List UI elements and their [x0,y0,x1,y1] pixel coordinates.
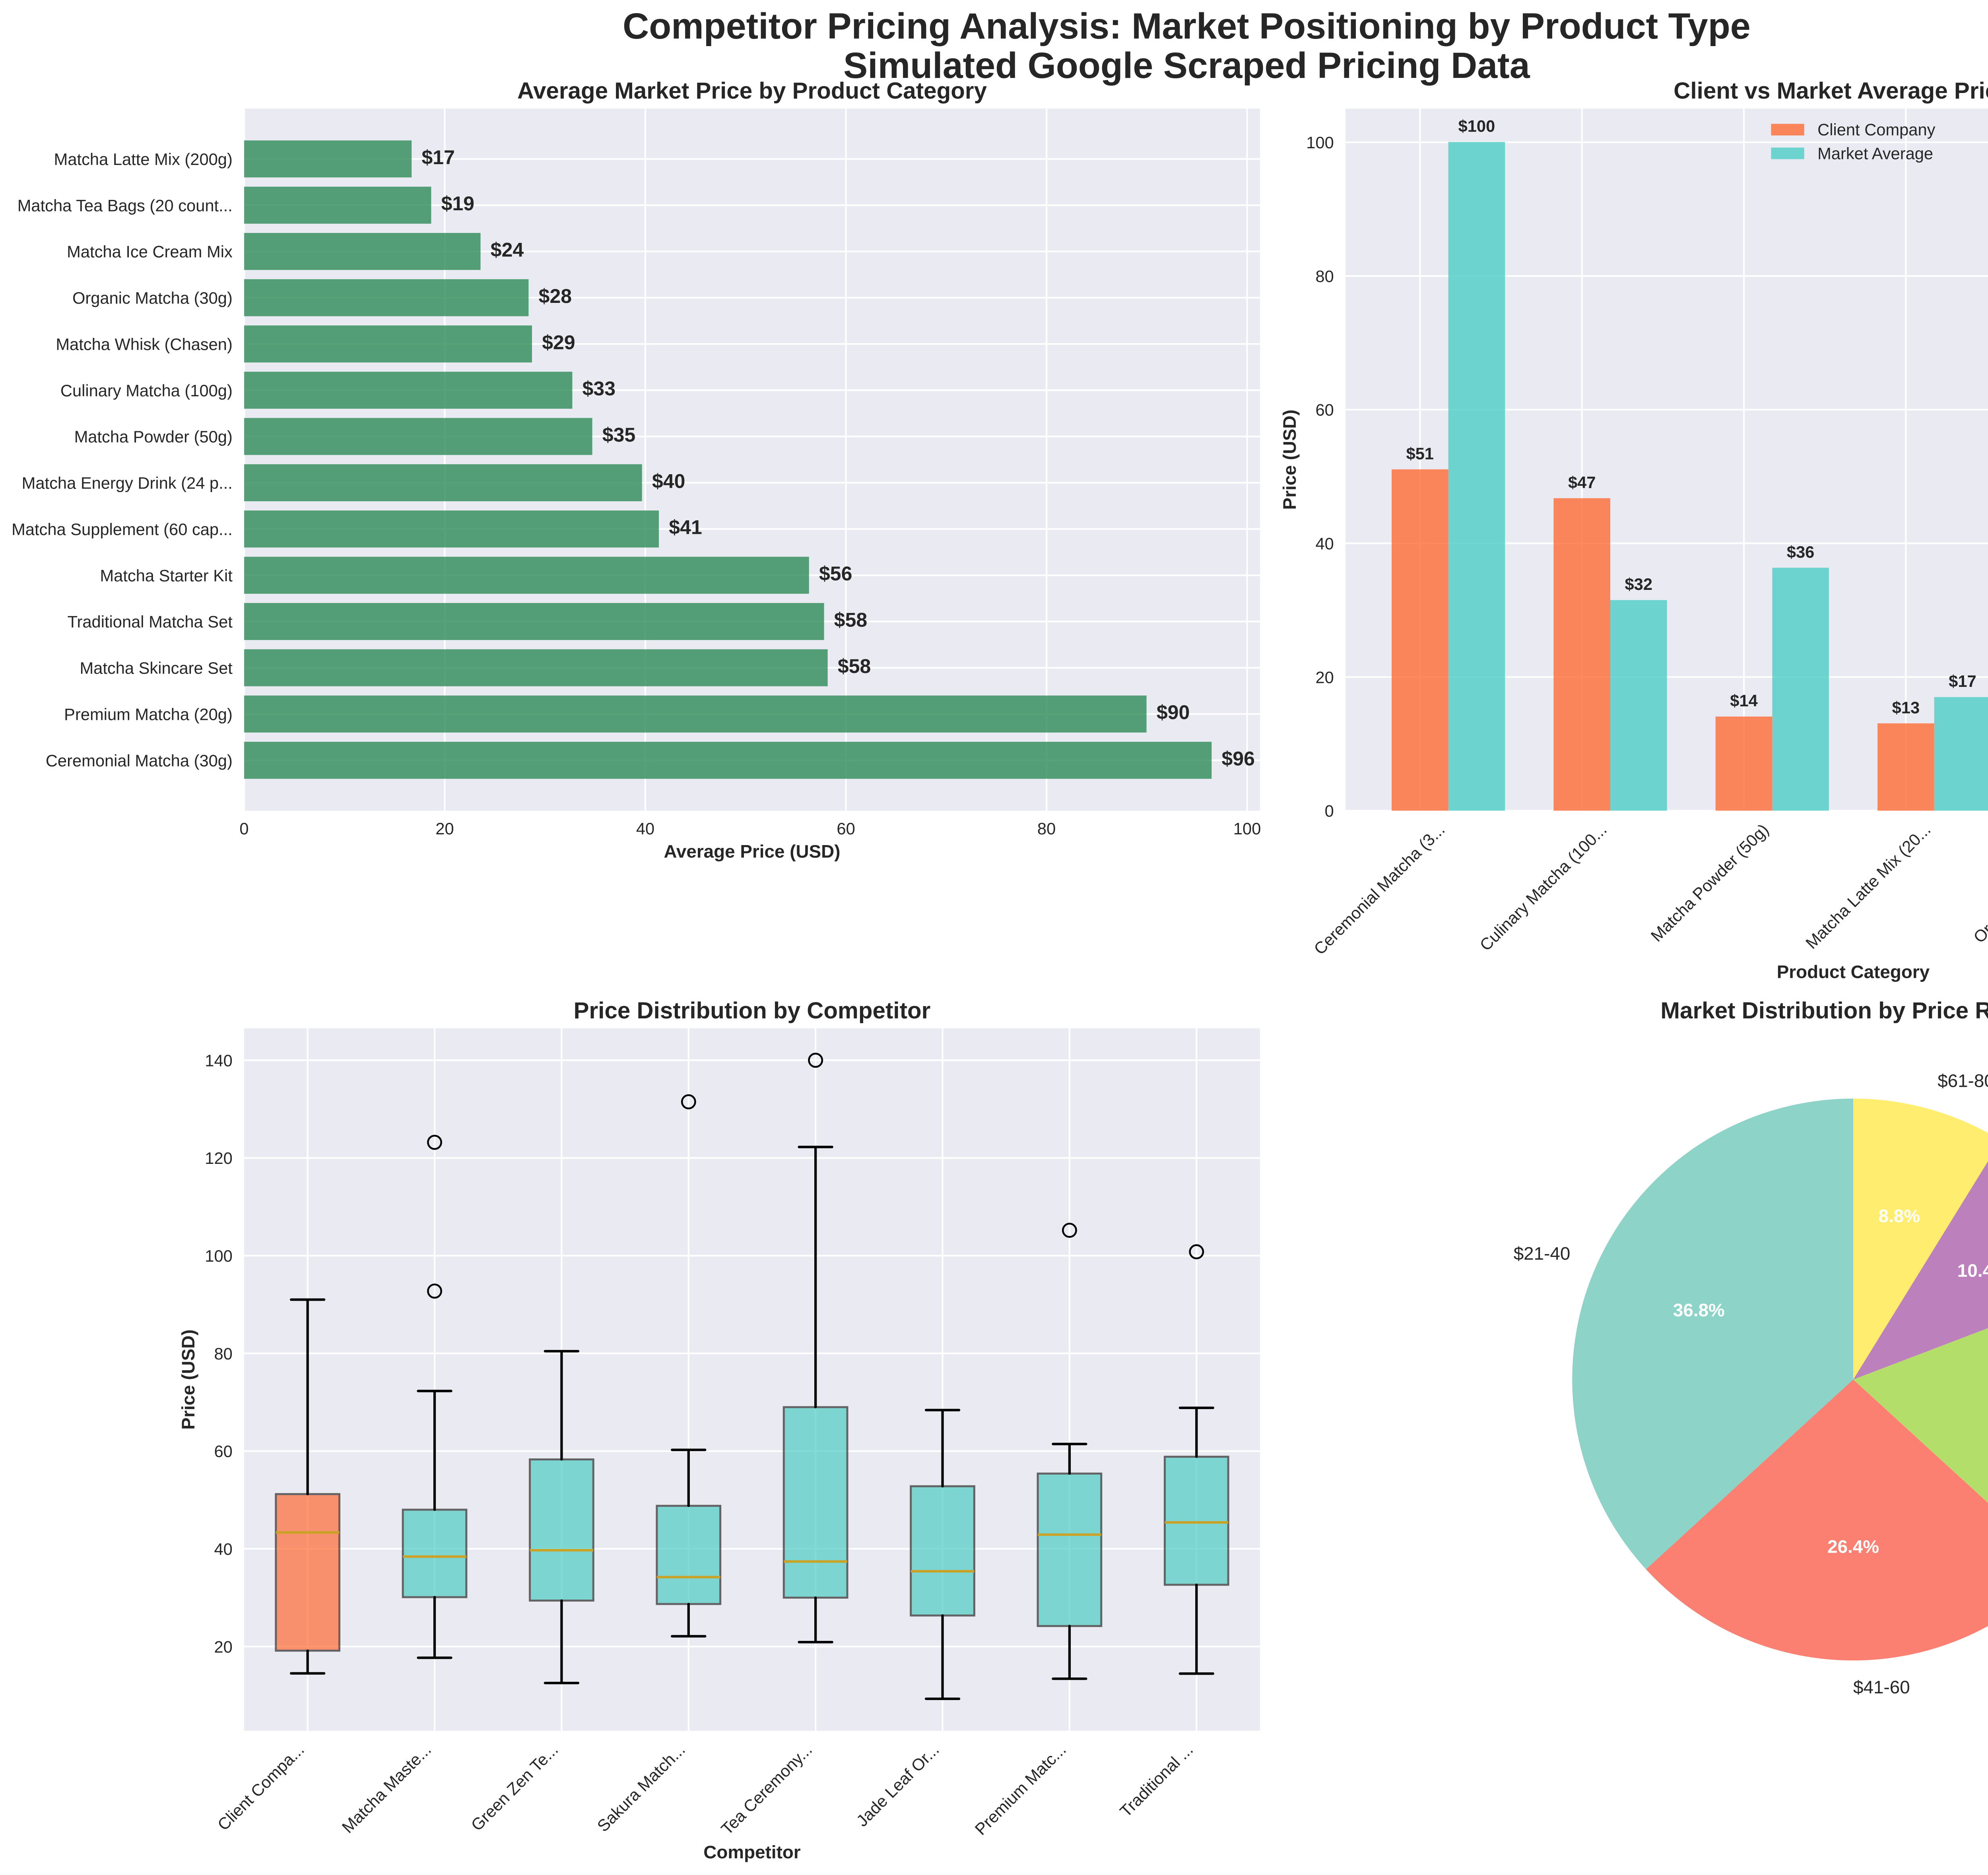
svg-text:Product Category: Product Category [1777,962,1930,982]
svg-text:100: 100 [1306,133,1334,152]
svg-text:$58: $58 [834,609,867,631]
svg-text:$96: $96 [1222,748,1255,770]
svg-text:100: 100 [1233,819,1261,838]
svg-text:$19: $19 [441,192,474,215]
svg-text:36.8%: 36.8% [1673,1300,1725,1320]
svg-text:$28: $28 [539,285,572,307]
svg-text:Matcha Latte Mix (200g): Matcha Latte Mix (200g) [54,150,233,169]
svg-text:Ceremonial Matcha (30g): Ceremonial Matcha (30g) [46,751,233,770]
svg-text:20: 20 [435,819,454,838]
svg-text:$90: $90 [1157,701,1190,723]
svg-text:Matcha Whisk (Chasen): Matcha Whisk (Chasen) [56,335,232,353]
svg-text:Average Market Price by Produc: Average Market Price by Product Category [517,78,987,104]
svg-text:Price (USD): Price (USD) [178,1329,198,1429]
svg-text:$58: $58 [838,655,871,677]
svg-text:20: 20 [1315,668,1334,686]
svg-text:Market Distribution by Price R: Market Distribution by Price Range [1660,998,1988,1024]
svg-text:$29: $29 [542,331,575,353]
svg-text:Matcha Energy Drink (24 p...: Matcha Energy Drink (24 p... [22,474,233,493]
svg-text:$61-80: $61-80 [1938,1070,1988,1091]
svg-text:$33: $33 [582,378,615,400]
svg-text:$21-40: $21-40 [1514,1243,1571,1264]
svg-text:Culinary Matcha (100g): Culinary Matcha (100g) [60,381,233,400]
svg-text:$47: $47 [1568,473,1596,492]
svg-text:Traditional Matcha Set: Traditional Matcha Set [68,613,233,631]
svg-text:$24: $24 [491,239,524,261]
svg-text:Matcha Ice Cream Mix: Matcha Ice Cream Mix [67,242,233,261]
svg-text:$41-60: $41-60 [1853,1677,1910,1697]
svg-text:Market Average: Market Average [1817,144,1933,163]
svg-text:Organic Matcha (30g): Organic Matcha (30g) [72,289,233,307]
svg-text:10.4%: 10.4% [1957,1260,1988,1281]
svg-text:0: 0 [239,819,248,838]
svg-text:40: 40 [214,1540,232,1558]
svg-text:$51: $51 [1406,444,1434,463]
svg-text:Client Company: Client Company [1817,120,1936,139]
svg-text:$100: $100 [1458,117,1495,136]
svg-text:Simulated Google Scraped Prici: Simulated Google Scraped Pricing Data [843,45,1530,86]
svg-text:Premium Matcha (20g): Premium Matcha (20g) [64,705,233,723]
svg-text:Average Price (USD): Average Price (USD) [664,841,840,861]
svg-text:8.8%: 8.8% [1879,1206,1920,1226]
svg-text:26.4%: 26.4% [1827,1536,1879,1557]
svg-text:120: 120 [205,1149,233,1167]
svg-text:Matcha Powder (50g): Matcha Powder (50g) [74,427,233,446]
svg-text:Client vs Market Average Prici: Client vs Market Average Pricing [1673,78,1988,104]
svg-text:60: 60 [214,1442,232,1461]
svg-text:80: 80 [1315,267,1334,285]
svg-text:0: 0 [1325,802,1334,820]
svg-text:$17: $17 [1949,672,1976,690]
svg-text:20: 20 [214,1637,232,1656]
svg-text:$36: $36 [1787,543,1815,561]
svg-text:$35: $35 [602,424,635,446]
svg-text:Price Distribution by Competit: Price Distribution by Competitor [574,998,931,1024]
svg-text:$32: $32 [1625,575,1653,593]
svg-text:140: 140 [205,1051,233,1070]
svg-text:100: 100 [205,1247,233,1265]
svg-text:Competitor Pricing Analysis: M: Competitor Pricing Analysis: Market Posi… [623,6,1751,47]
svg-text:40: 40 [636,819,654,838]
svg-text:$56: $56 [819,562,852,585]
svg-text:$14: $14 [1730,691,1758,710]
svg-text:80: 80 [214,1344,232,1363]
svg-text:$41: $41 [669,516,702,539]
svg-text:40: 40 [1315,534,1334,553]
svg-text:Matcha Supplement (60 cap...: Matcha Supplement (60 cap... [12,520,233,539]
svg-text:60: 60 [837,819,855,838]
svg-text:Matcha Starter Kit: Matcha Starter Kit [100,566,233,585]
svg-text:$40: $40 [652,470,685,492]
svg-text:Competitor: Competitor [703,1842,801,1862]
svg-text:Matcha Tea Bags (20 count...: Matcha Tea Bags (20 count... [17,196,233,215]
svg-text:Price (USD): Price (USD) [1279,409,1300,510]
svg-text:80: 80 [1037,819,1056,838]
svg-text:$13: $13 [1892,698,1920,717]
svg-text:$17: $17 [422,146,455,169]
svg-text:Matcha Skincare Set: Matcha Skincare Set [80,659,233,677]
svg-text:60: 60 [1315,401,1334,419]
